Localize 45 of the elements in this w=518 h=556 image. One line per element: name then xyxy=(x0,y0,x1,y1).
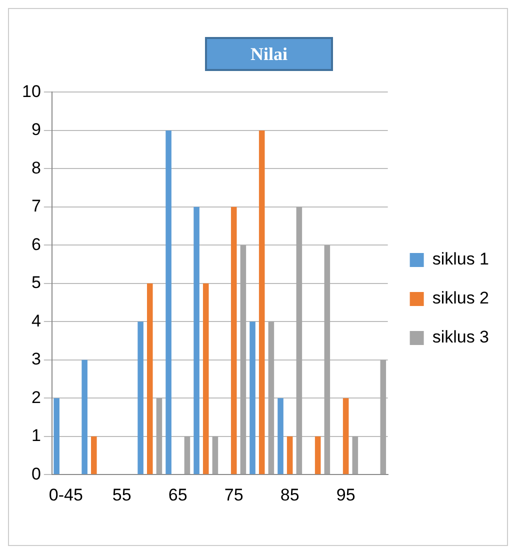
bar xyxy=(342,398,349,474)
bar xyxy=(156,398,162,474)
bar xyxy=(202,283,209,474)
y-tick-label: 1 xyxy=(31,426,41,446)
bar xyxy=(324,245,330,474)
bar xyxy=(184,436,190,474)
y-tick-label: 4 xyxy=(31,311,41,330)
y-tick-label: 3 xyxy=(31,350,41,369)
x-tick-label: 55 xyxy=(112,485,132,504)
x-tick-label: 0-45 xyxy=(48,485,83,504)
bar xyxy=(212,436,218,474)
chart-title: Nilai xyxy=(205,37,333,71)
x-tick-label: 95 xyxy=(336,485,356,504)
x-tick-label: 85 xyxy=(280,485,300,504)
bar xyxy=(82,360,88,474)
bar xyxy=(296,206,302,474)
bar xyxy=(278,398,284,474)
bar xyxy=(352,436,358,474)
bar xyxy=(194,206,200,474)
bar xyxy=(380,360,386,474)
x-tick-label: 65 xyxy=(168,485,188,504)
legend-label: siklus 3 xyxy=(432,328,489,347)
y-tick-label: 0 xyxy=(31,464,41,484)
bar xyxy=(166,130,172,474)
bar xyxy=(314,436,321,474)
bar xyxy=(240,245,246,474)
bar xyxy=(286,436,293,474)
x-tick-label: 75 xyxy=(224,485,244,504)
bar xyxy=(258,130,265,474)
y-tick-label: 5 xyxy=(31,273,41,292)
bar xyxy=(138,322,144,474)
y-tick-label: 9 xyxy=(31,120,41,140)
y-tick-label: 10 xyxy=(22,82,41,101)
legend-label: siklus 1 xyxy=(432,250,489,269)
y-tick-label: 6 xyxy=(31,234,41,254)
bar xyxy=(268,322,274,474)
bar xyxy=(146,283,153,474)
y-tick-label: 2 xyxy=(31,388,41,407)
bar xyxy=(250,322,256,474)
legend-label: siklus 2 xyxy=(432,288,489,308)
bar xyxy=(230,206,237,474)
bar xyxy=(91,436,97,474)
y-tick-label: 7 xyxy=(31,196,41,216)
y-tick-label: 8 xyxy=(31,158,41,178)
bar xyxy=(54,398,60,474)
